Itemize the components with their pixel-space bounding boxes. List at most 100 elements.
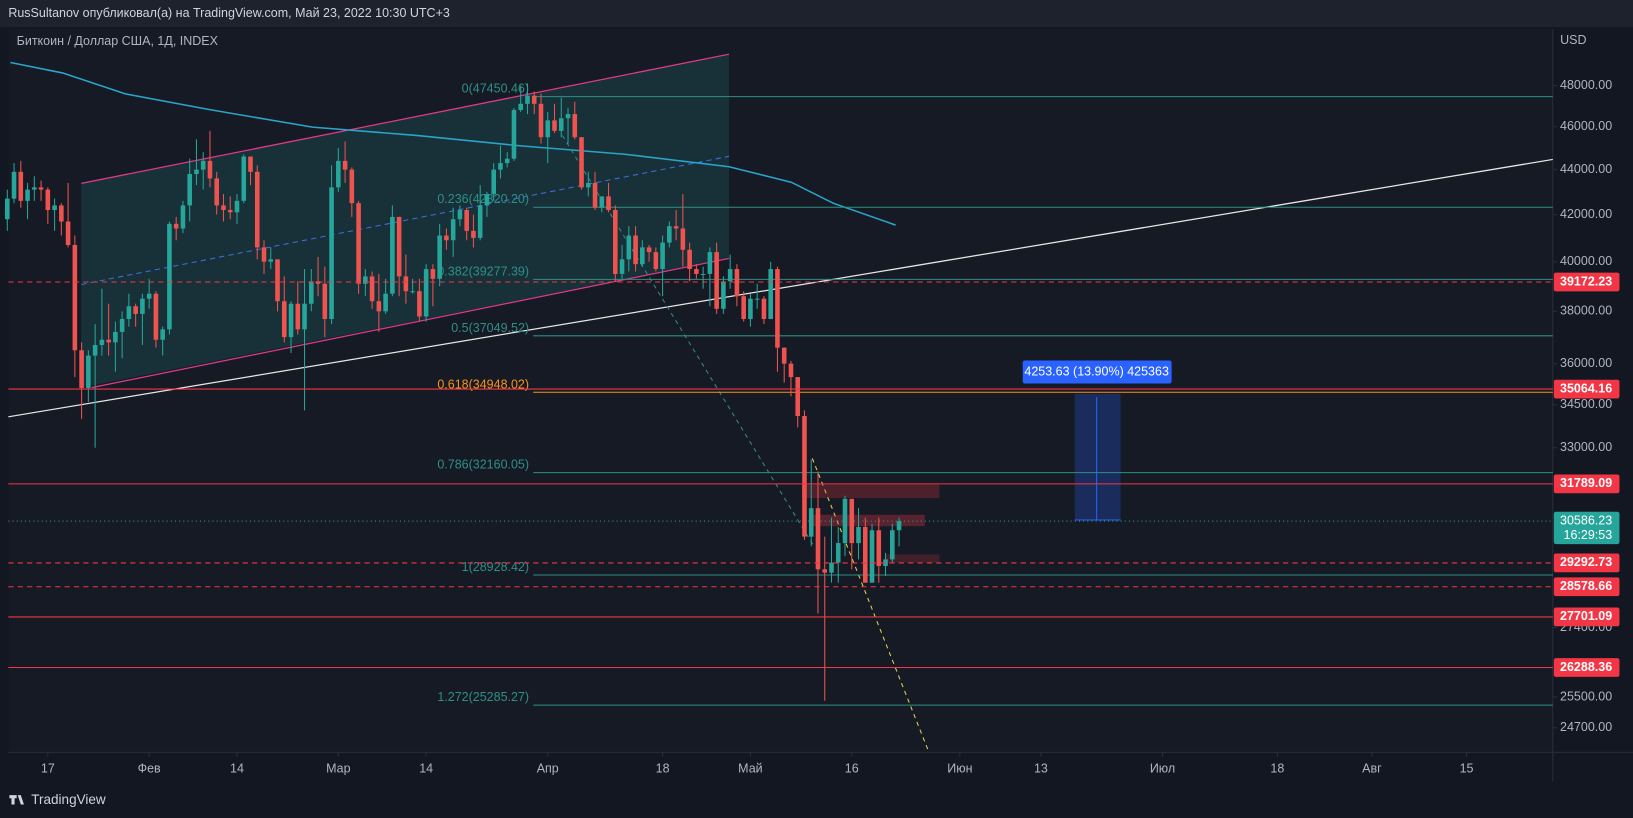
candle-body [734,269,740,297]
candle-body [498,163,503,170]
candle-body [849,498,855,544]
zone [885,554,940,563]
y-tick-label: 48000.00 [1560,78,1612,92]
candle-body [464,209,469,231]
candle-body [396,216,402,277]
x-tick-label: Май [738,761,762,775]
candle-body [254,171,260,248]
last-price-label: 30586.23 [1560,513,1612,527]
candle-body [52,205,57,210]
header-bar [0,0,1633,28]
candle-body [754,298,760,300]
price-label: 35064.16 [1560,381,1612,395]
candle-body [281,301,287,338]
candle-body [694,269,699,274]
candle-body [646,247,652,253]
candle-body [167,223,172,330]
price-label-box [1553,658,1620,677]
candle-body [173,223,179,229]
candle-body [369,276,375,302]
y-tick-label: 42000.00 [1560,207,1612,221]
candle-body [214,178,220,206]
y-tick-label: 33000.00 [1560,440,1612,454]
x-tick-label: 14 [419,761,433,775]
candle-body [856,527,861,544]
y-tick-label: 36000.00 [1560,356,1612,370]
candle-body [322,283,328,320]
candle-body [660,242,665,270]
trendline [8,158,1553,418]
candle-body [288,303,294,338]
candle-body [309,281,314,304]
fib-label: 1.272(25285.27) [437,690,529,704]
candle-body [822,569,828,573]
candle-body [781,347,787,364]
price-label-box [1553,272,1620,292]
fib-label: 0(47450.46) [462,82,529,96]
symbol: Биткоин / Доллар США, 1Д, INDEX [17,34,219,48]
candle-body [329,187,334,320]
candle-body [275,259,280,302]
candle-body [653,252,659,270]
candle-body [552,120,557,131]
candle-body [471,230,476,238]
candle-body [200,160,206,170]
candle-body [133,306,138,314]
candle-body [65,221,71,245]
logo: TradingView [31,792,106,807]
candle-body [673,226,679,229]
price-label: 31789.09 [1560,476,1612,490]
candle-body [619,259,625,274]
x-tick-label: Июн [947,761,972,775]
candle-body [59,205,64,222]
candle-body [538,103,544,138]
candle-body [430,269,436,279]
candle-body [633,235,638,265]
candle-body [221,205,226,210]
candle-body [180,205,186,229]
candle-body [11,171,17,199]
candle-body [707,252,713,274]
dashed-trend [561,135,815,548]
price-label: 29292.73 [1560,555,1612,569]
fib-label: 0.236(42320.20) [437,192,529,206]
price-label: 28578.66 [1560,579,1612,593]
y-tick-label: 24700.00 [1560,720,1612,734]
x-tick-label: Мар [326,761,350,775]
candle-body [511,109,517,159]
measure-label-box [1022,360,1172,384]
candle-body [234,200,240,213]
candle-body [565,114,571,119]
candle-body [687,249,692,270]
candle-body [25,189,30,201]
fib-label: 0.618(34948.02) [437,377,529,391]
candle-body [187,174,192,206]
candle-body [876,530,882,566]
fib-label: 0.786(32160.05) [437,458,529,472]
candle-body [727,269,733,282]
candle-body [714,252,719,309]
candle-body [302,303,307,330]
candle-body [592,182,598,208]
last-price-box [1553,511,1620,545]
price-label-box [1553,474,1620,494]
candle-body [349,169,355,204]
moving-average [10,61,896,226]
channel-lower [91,257,730,389]
candle-body [761,298,767,320]
candle-body [890,530,895,560]
candle-body [808,508,814,537]
candle-body [835,543,841,563]
fib-label: 1(28928.42) [462,560,529,574]
candle-body [32,187,37,190]
x-tick-label: Фев [138,761,161,775]
candle-body [477,205,483,238]
candle-body [119,319,125,332]
candle-body [525,95,530,104]
zone [801,484,940,499]
candle-body [45,189,51,210]
x-tick-label: 18 [656,761,670,775]
candle-body [640,247,645,265]
